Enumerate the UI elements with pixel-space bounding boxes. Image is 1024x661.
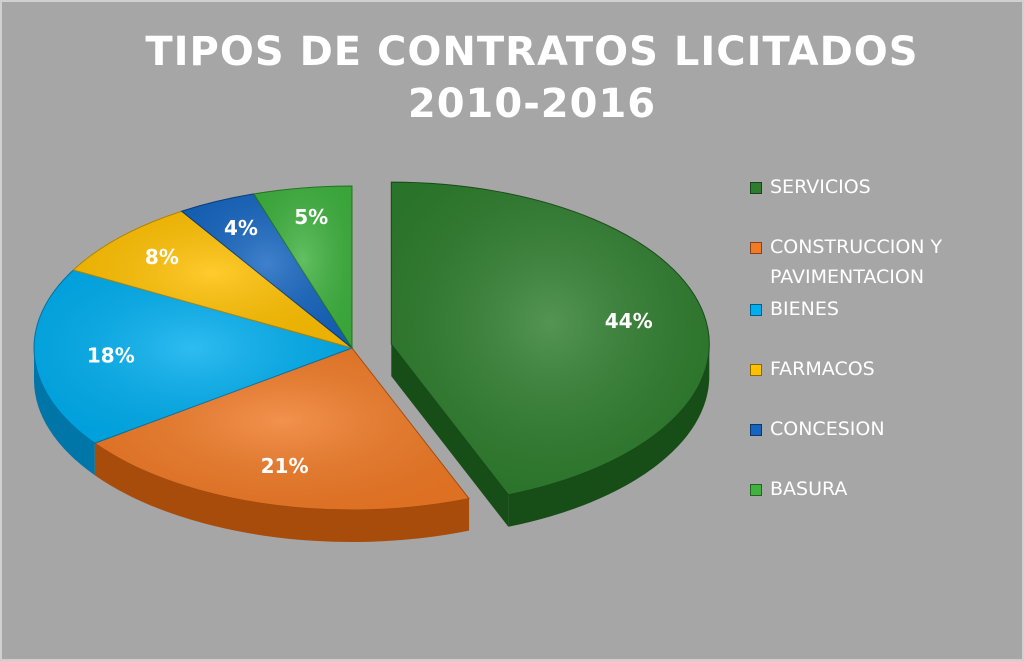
data-label-1: 21%	[261, 454, 309, 478]
legend-label-5-0: BASURA	[770, 478, 848, 500]
legend-item-5: BASURA	[748, 474, 1018, 504]
legend: SERVICIOS CONSTRUCCION Y PAVIMENTACION BIEN…	[748, 172, 1018, 534]
legend-label-2-0: BIENES	[770, 298, 839, 320]
legend-swatch-3	[750, 364, 762, 376]
pie-slice-shade-0	[391, 182, 710, 495]
pie-slice-shade-3	[73, 211, 352, 348]
legend-swatch-1	[750, 242, 762, 254]
legend-label-1-1: PAVIMENTACION	[770, 266, 925, 288]
pie-slice-shade-5	[253, 186, 352, 348]
legend-swatch-5	[750, 484, 762, 496]
legend-item-3: FARMACOS	[748, 354, 1018, 384]
legend-label-3-0: FARMACOS	[770, 358, 875, 380]
legend-swatch-2	[750, 304, 762, 316]
legend-item-2: BIENES	[748, 294, 1018, 324]
legend-swatch-4	[750, 424, 762, 436]
legend-item-1: CONSTRUCCION Y PAVIMENTACION	[748, 232, 1018, 292]
legend-label-4-0: CONCESION	[770, 418, 885, 440]
pie-slice-wall-0-1	[391, 344, 509, 527]
legend-swatch-0	[750, 182, 762, 194]
pie-slice-side-2	[34, 348, 95, 476]
pie-slice-shade-4	[181, 193, 352, 348]
legend-label-1-0: CONSTRUCCION Y	[770, 236, 943, 258]
legend-label-0-0: SERVICIOS	[770, 176, 871, 198]
data-label-3: 8%	[145, 245, 179, 269]
legend-item-0: SERVICIOS	[748, 172, 1018, 202]
pie-slice-shade-1	[94, 348, 470, 510]
pie-slice-side-0	[508, 344, 710, 527]
legend-item-4: CONCESION	[748, 414, 1018, 444]
data-label-0: 44%	[605, 309, 653, 333]
pie-slice-shade-2	[33, 269, 353, 444]
pie-slice-side-1	[94, 443, 470, 542]
data-label-5: 5%	[294, 205, 328, 229]
chart-title: TIPOS DE CONTRATOS LICITADOS 2010-2016	[0, 26, 1024, 130]
chart-title-line-2: 2010-2016	[407, 81, 657, 127]
data-label-2: 18%	[87, 344, 135, 368]
data-label-4: 4%	[224, 216, 258, 240]
chart-title-line-1: TIPOS DE CONTRATOS LICITADOS	[145, 29, 919, 75]
